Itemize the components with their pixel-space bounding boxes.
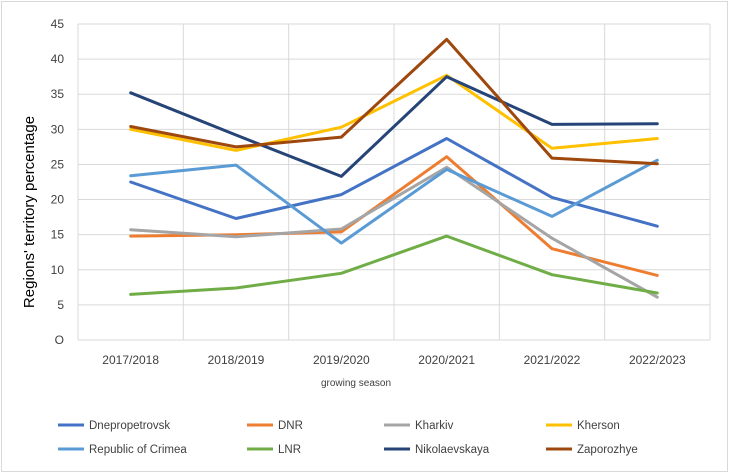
x-tick-label: 2019/2020: [313, 353, 370, 367]
y-tick-label: 15: [51, 228, 65, 242]
legend-label-zaporozhye: Zaporozhye: [577, 444, 638, 456]
legend-label-dnepropetrovsk: Dnepropetrovsk: [89, 420, 170, 432]
y-tick-label: 25: [51, 157, 65, 171]
x-tick-label: 2020/2021: [418, 353, 475, 367]
y-tick-label: 40: [51, 52, 65, 66]
y-tick-label: 10: [51, 263, 65, 277]
y-tick-label: 35: [51, 87, 65, 101]
series-line-kharkiv: [129, 165, 659, 299]
legend-label-kharkiv: Kharkiv: [415, 420, 454, 432]
x-tick-label: 2018/2019: [208, 353, 265, 367]
series-line-republic-of-crimea: [129, 158, 659, 245]
x-tick-label: 2021/2022: [524, 353, 581, 367]
series-line-lnr: [129, 234, 659, 296]
y-tick-label: O: [55, 333, 64, 347]
legend-label-republic-of-crimea: Republic of Crimea: [89, 444, 187, 456]
legend-label-lnr: LNR: [278, 444, 301, 456]
series-line-kherson: [129, 73, 659, 152]
y-tick-label: 45: [51, 17, 65, 31]
y-axis-ticks: O 5 10 15 20 25 30 35 40 45: [51, 17, 65, 347]
series-line-nikolaevskaya: [129, 75, 659, 178]
y-tick-label: 5: [57, 298, 64, 312]
legend-label-dnr: DNR: [278, 420, 303, 432]
legend: Dnepropetrovsk DNR Kharkiv Kherson Republic …: [58, 420, 638, 456]
x-tick-label: 2022/2023: [629, 353, 686, 367]
series-line-zaporozhye: [129, 37, 659, 166]
x-axis-ticks: 2017/2018 2018/2019 2019/2020 2020/2021 2021…: [102, 353, 686, 367]
x-tick-label: 2017/2018: [102, 353, 159, 367]
legend-label-nikolaevskaya: Nikolaevskaya: [415, 444, 490, 456]
legend-label-kherson: Kherson: [577, 420, 620, 432]
y-tick-label: 30: [51, 122, 65, 136]
x-axis-label: growing season: [321, 378, 391, 389]
series-line-dnepropetrovsk: [129, 137, 659, 228]
series-lines: [129, 37, 659, 299]
y-axis-label: Regions' territory percentage: [21, 116, 38, 308]
y-tick-label: 20: [51, 193, 65, 207]
